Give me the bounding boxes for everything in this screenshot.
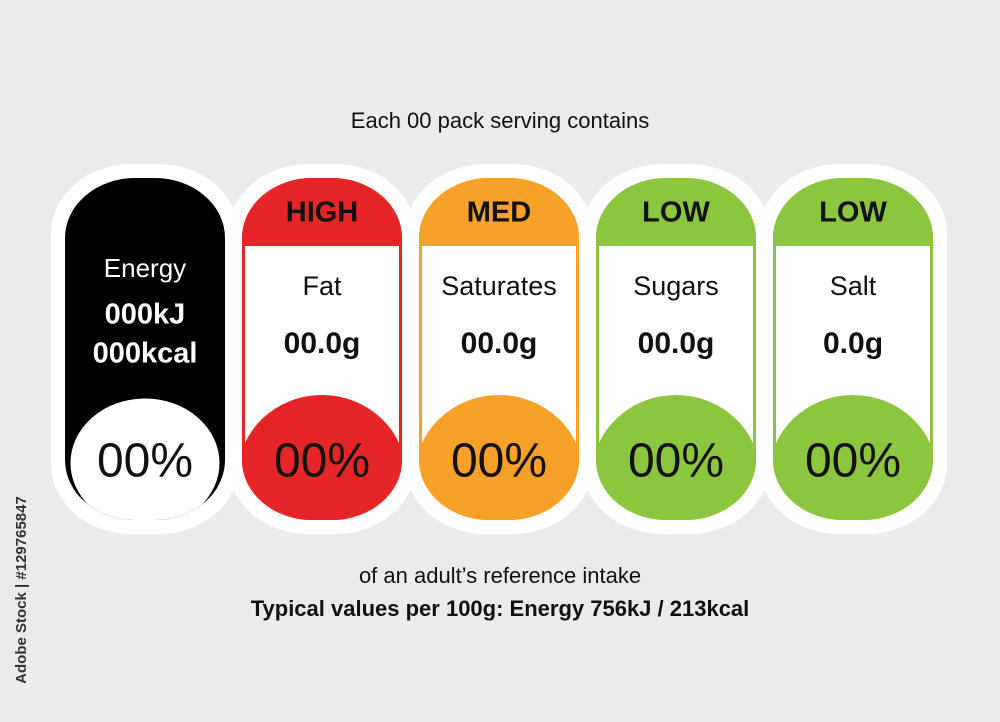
pill <box>65 178 225 520</box>
level: LOW <box>642 197 710 229</box>
footer-note: of an adult’s reference intake <box>359 563 641 588</box>
nutrient-name: Energy <box>104 253 186 283</box>
percent: 00% <box>97 435 193 488</box>
pills: Energy 000kJ 000kcal 00% HIGH Fat 00.0g 00% MED S… <box>51 164 947 534</box>
percent-area <box>67 395 223 520</box>
percent: 00% <box>274 435 370 488</box>
level: LOW <box>819 197 887 229</box>
title: Each 00 pack serving contains <box>351 108 649 133</box>
nutrient-name: Saturates <box>441 271 557 301</box>
amount-kcal: 000kcal <box>93 338 198 370</box>
amount: 00.0g <box>461 327 538 360</box>
percent: 00% <box>628 435 724 488</box>
pill <box>596 178 756 520</box>
footer-typical: Typical values per 100g: Energy 756kJ / … <box>251 596 750 621</box>
amount: 0.0g <box>823 327 883 360</box>
pill <box>242 178 402 520</box>
watermark: Adobe Stock | #129765847 <box>13 496 30 684</box>
amount: 00.0g <box>284 327 361 360</box>
amount: 00.0g <box>638 327 715 360</box>
pill <box>419 178 579 520</box>
level: MED <box>467 197 531 229</box>
nutrient-name: Fat <box>302 271 342 301</box>
level: HIGH <box>286 197 359 229</box>
pill <box>773 178 933 520</box>
nutrient-name: Sugars <box>633 271 719 301</box>
amount: 000kJ <box>105 299 186 331</box>
percent: 00% <box>451 435 547 488</box>
nutrient-name: Salt <box>830 271 877 301</box>
percent: 00% <box>805 435 901 488</box>
